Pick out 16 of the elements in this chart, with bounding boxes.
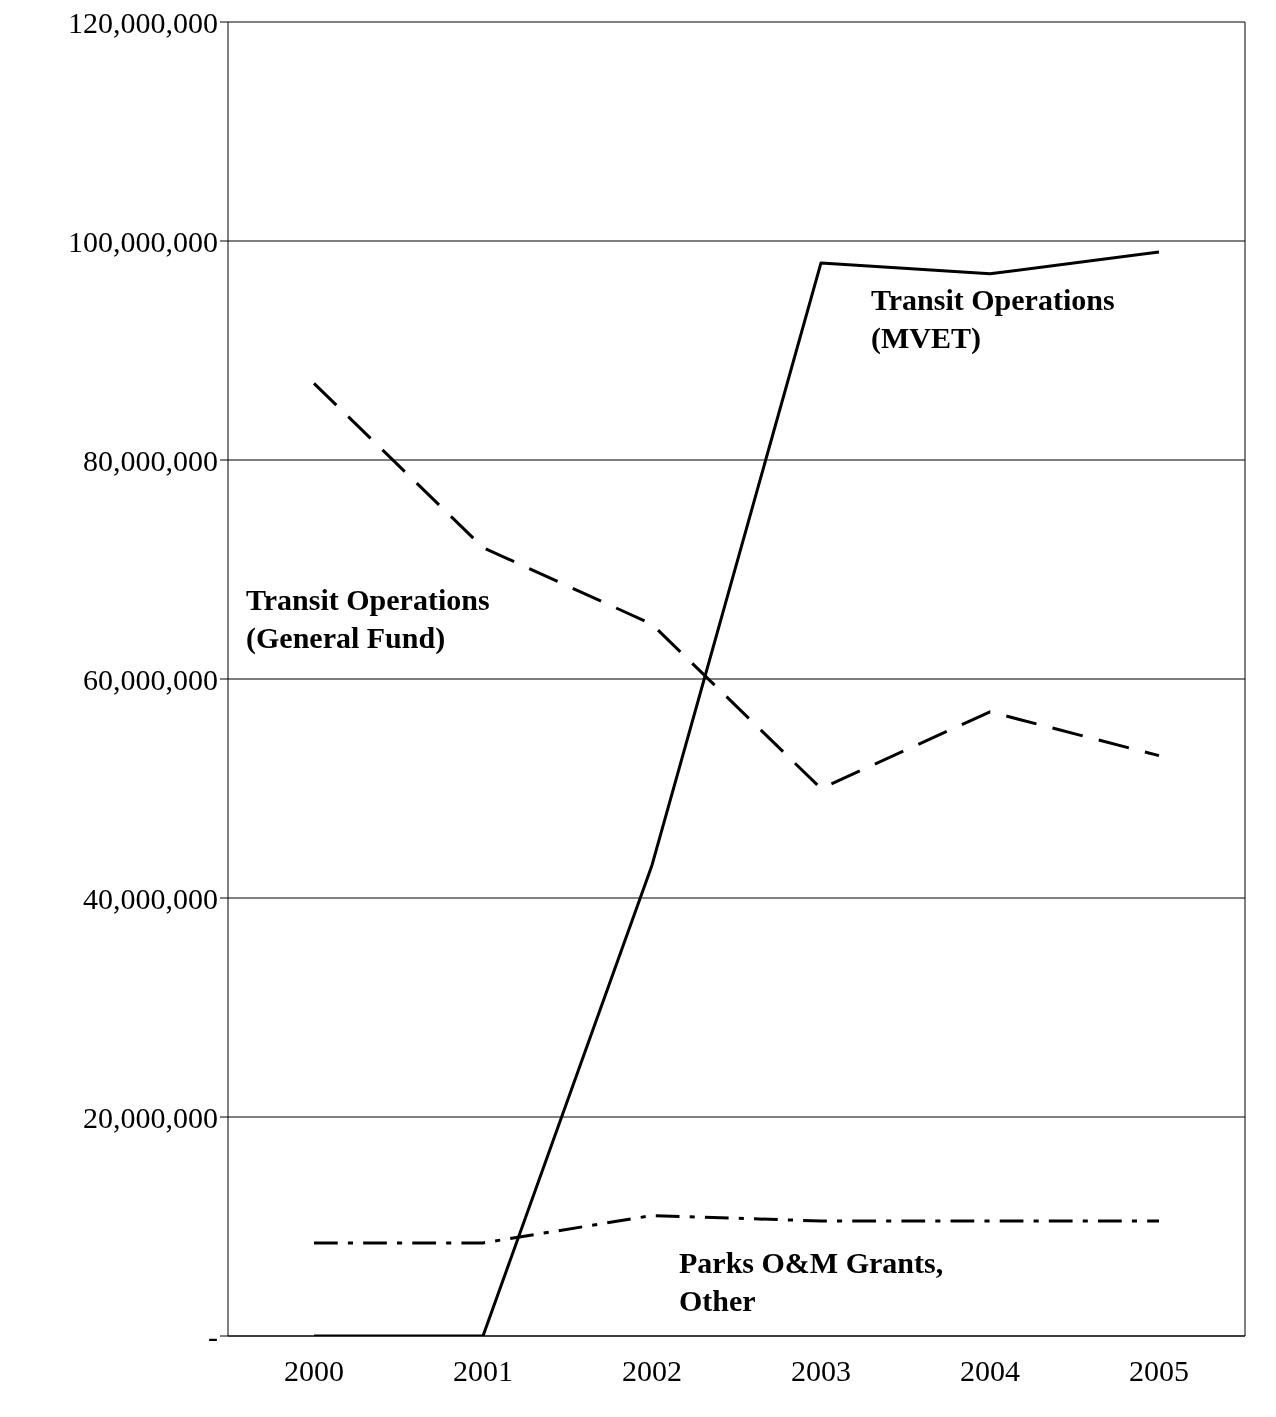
y-tick-label: 40,000,000 bbox=[83, 881, 218, 915]
x-tick-label: 2004 bbox=[960, 1354, 1020, 1388]
x-tick-label: 2005 bbox=[1129, 1354, 1189, 1388]
y-tick-label: 80,000,000 bbox=[83, 443, 218, 477]
x-tick-label: 2001 bbox=[453, 1354, 513, 1388]
y-tick-label: - bbox=[208, 1319, 218, 1353]
series-label: Transit Operations (General Fund) bbox=[246, 582, 490, 655]
x-tick-label: 2000 bbox=[284, 1354, 344, 1388]
y-tick-label: 20,000,000 bbox=[83, 1100, 218, 1134]
series-label: Transit Operations (MVET) bbox=[871, 282, 1115, 355]
x-tick-label: 2003 bbox=[791, 1354, 851, 1388]
series-label: Parks O&M Grants, Other bbox=[679, 1245, 944, 1317]
y-tick-label: 100,000,000 bbox=[68, 224, 218, 258]
y-tick-label: 120,000,000 bbox=[68, 5, 218, 39]
y-tick-label: 60,000,000 bbox=[83, 662, 218, 696]
x-tick-label: 2002 bbox=[622, 1354, 682, 1388]
